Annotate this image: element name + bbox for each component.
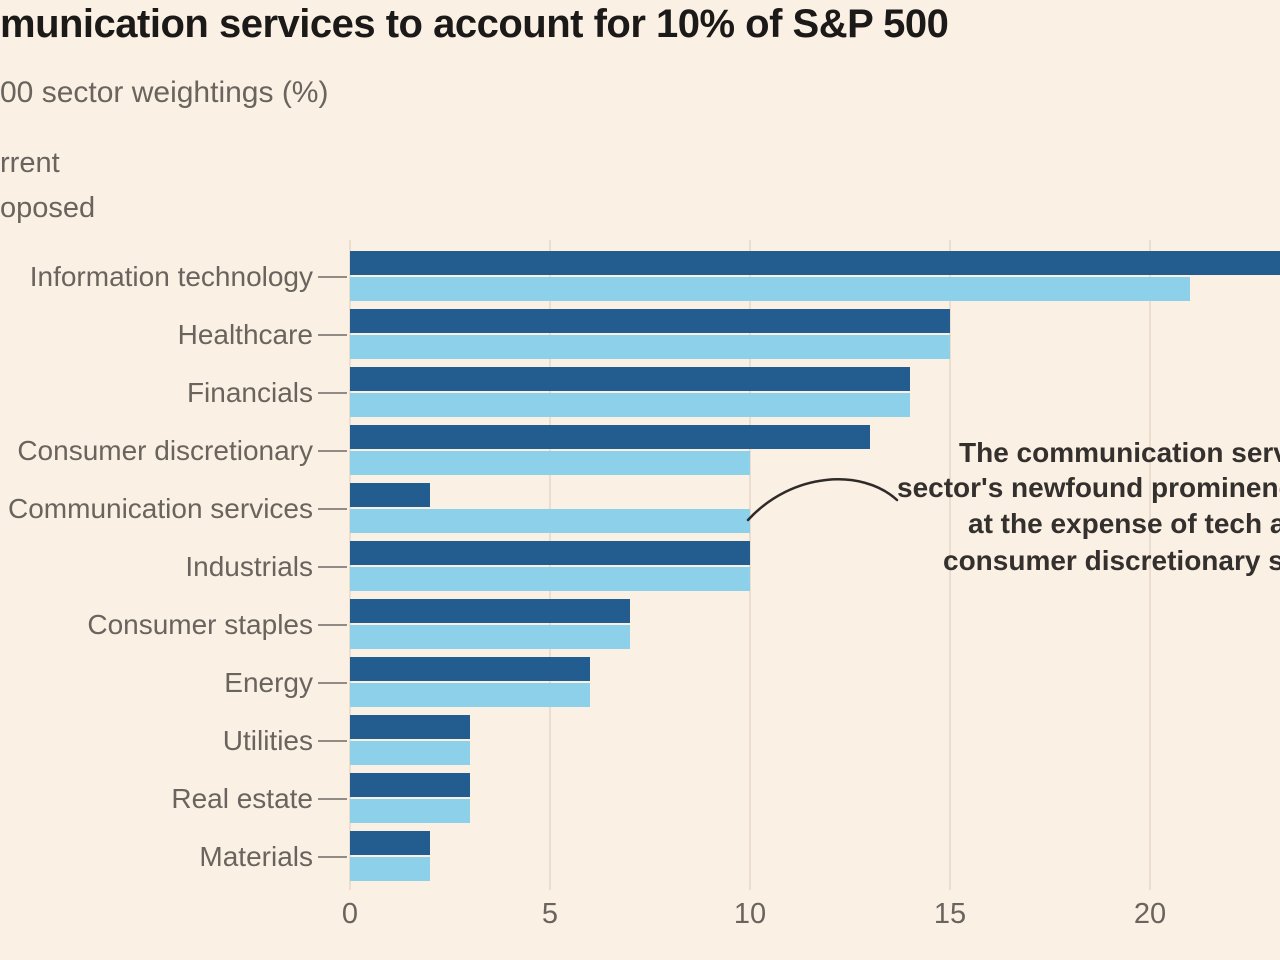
bar-proposed-consumer-staples <box>350 625 630 649</box>
category-label-consumer-staples: Consumer staples <box>87 609 313 640</box>
category-tick-utilities <box>318 740 347 742</box>
category-label-industrials: Industrials <box>185 551 313 582</box>
bar-proposed-consumer-discretionary <box>350 451 750 475</box>
x-axis-tick-label-0: 0 <box>341 898 359 930</box>
bar-proposed-materials <box>350 857 430 881</box>
annotation-line-4: consumer discretionary se <box>943 545 1280 576</box>
category-label-information-technology: Information technology <box>29 261 313 292</box>
bar-current-healthcare <box>350 309 950 333</box>
x-axis-tick-label-10: 10 <box>733 898 767 930</box>
category-tick-information-technology <box>318 276 347 278</box>
category-label-financials: Financials <box>186 377 313 408</box>
bar-current-industrials <box>350 541 750 565</box>
gridline-10 <box>749 240 751 890</box>
bar-current-energy <box>350 657 590 681</box>
category-label-healthcare: Healthcare <box>177 319 313 350</box>
category-tick-financials <box>318 392 347 394</box>
bar-current-utilities <box>350 715 470 739</box>
bar-proposed-utilities <box>350 741 470 765</box>
bar-current-real-estate <box>350 773 470 797</box>
category-tick-healthcare <box>318 334 347 336</box>
gridline-5 <box>549 240 551 890</box>
bar-current-communication-services <box>350 483 430 507</box>
bar-proposed-energy <box>350 683 590 707</box>
bar-proposed-real-estate <box>350 799 470 823</box>
annotation-arrow-path <box>746 478 899 522</box>
annotation-line-2: sector's newfound prominenc <box>897 472 1280 503</box>
x-axis-tick-label-5: 5 <box>541 898 559 930</box>
category-tick-communication-services <box>318 508 347 510</box>
bar-current-financials <box>350 367 910 391</box>
bar-current-materials <box>350 831 430 855</box>
chart-title: munication services to account for 10% o… <box>0 2 949 46</box>
bar-proposed-information-technology <box>350 277 1190 301</box>
x-axis-tick-label-20: 20 <box>1133 898 1167 930</box>
gridline-20 <box>1149 240 1151 890</box>
category-label-real-estate: Real estate <box>171 783 313 814</box>
chart-subtitle: 00 sector weightings (%) <box>0 76 329 109</box>
category-label-consumer-discretionary: Consumer discretionary <box>17 435 313 466</box>
bar-current-consumer-staples <box>350 599 630 623</box>
x-axis-tick-label-15: 15 <box>933 898 967 930</box>
gridline-15 <box>949 240 951 890</box>
bar-current-information-technology <box>350 251 1280 275</box>
category-tick-materials <box>318 856 347 858</box>
legend-item-proposed: oposed <box>0 192 96 224</box>
category-label-energy: Energy <box>224 667 313 698</box>
category-tick-energy <box>318 682 347 684</box>
bar-proposed-communication-services <box>350 509 750 533</box>
category-tick-consumer-discretionary <box>318 450 347 452</box>
annotation-line-1: The communication serv <box>959 437 1280 468</box>
category-label-materials: Materials <box>199 841 313 872</box>
annotation-line-3: at the expense of tech a <box>968 508 1280 539</box>
bar-proposed-industrials <box>350 567 750 591</box>
category-label-communication-services: Communication services <box>8 493 313 524</box>
bar-current-consumer-discretionary <box>350 425 870 449</box>
category-tick-real-estate <box>318 798 347 800</box>
bar-proposed-financials <box>350 393 910 417</box>
category-tick-industrials <box>318 566 347 568</box>
category-label-utilities: Utilities <box>222 725 313 756</box>
legend-item-current: rrent <box>0 147 60 179</box>
category-tick-consumer-staples <box>318 624 347 626</box>
gridline-0 <box>349 240 351 890</box>
bar-proposed-healthcare <box>350 335 950 359</box>
